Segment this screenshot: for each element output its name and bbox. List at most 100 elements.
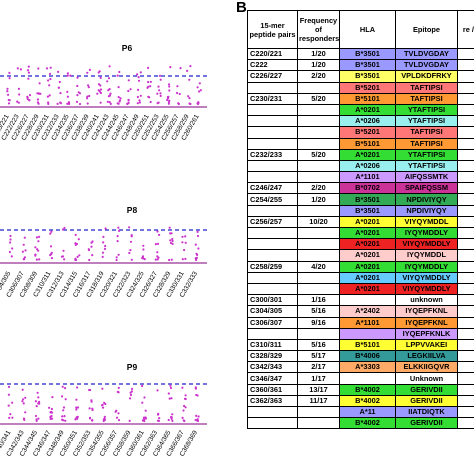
data-point [108,101,111,104]
data-point [22,402,25,405]
cell-epitope: NPDIVIYQY [395,193,458,206]
data-point [104,244,107,248]
data-point [96,92,99,95]
data-point [130,390,133,393]
data-point [156,230,159,233]
cell-extra [457,159,474,173]
table-row: C222 1/20 B*3501 TVLDVGDAY [247,59,474,72]
data-point [9,241,12,244]
data-point [7,393,10,396]
cell-frequency: 5/16 [297,338,340,352]
cell-extra [457,103,474,117]
data-point [50,230,53,233]
data-point [78,254,81,257]
data-point [99,76,102,79]
cell-peptide-pair: C246/247 [247,182,298,195]
data-point [17,101,20,104]
data-point [86,97,89,100]
cell-peptide-pair: C300/301 [247,294,298,307]
data-point [64,398,67,401]
table-row: C342/343 2/17 A*3303 ELKKIIGQVR [247,361,474,374]
data-point [37,396,40,399]
data-point [75,408,78,411]
cell-extra [457,193,474,206]
data-point [88,68,91,71]
data-point [21,400,24,403]
cell-extra [457,327,474,340]
data-point [104,227,107,230]
data-point [57,86,61,89]
table-row: A*0201 VIYQYMDDLY [247,238,474,251]
data-point [16,100,19,103]
cell-frequency [297,126,340,139]
cell-peptide-pair [247,204,298,217]
data-point [128,419,131,422]
data-point [63,387,67,390]
cell-epitope: TAFTIPSI [395,92,458,105]
data-point [129,249,132,252]
data-point [194,418,197,422]
cell-peptide-pair [247,126,298,139]
cell-hla: B*3501 [339,193,396,206]
cell-frequency [297,137,340,150]
cell-peptide-pair: C362/363 [247,394,298,408]
cell-peptide-pair [247,226,298,240]
cell-peptide-pair [247,81,298,94]
data-point [195,252,198,255]
data-point [116,390,119,393]
data-point [154,243,157,246]
cell-peptide-pair: C342/343 [247,361,298,374]
data-point [75,398,78,401]
cell-extra [457,294,474,307]
data-point [117,419,121,422]
data-point [149,100,152,104]
cell-extra [457,215,474,229]
header-epitope: Epitope [395,10,458,49]
data-point [63,258,66,261]
data-point [141,257,144,260]
cell-peptide-pair: C328/329 [247,350,298,363]
cell-epitope: IIATDIQTK [395,405,458,419]
cell-peptide-pair: C230/231 [247,92,298,105]
data-point [158,89,161,92]
cell-peptide-pair [247,417,298,430]
data-point [78,92,82,95]
cell-peptide-pair [247,137,298,150]
data-point [127,89,130,93]
panel-a-plots: P6C220/221C222/223C226/227C228/229C230/2… [0,43,207,458]
data-point [166,97,170,100]
data-point [144,409,147,412]
data-point [8,416,11,419]
data-point [63,226,66,230]
data-point [76,84,79,88]
data-point [49,415,52,419]
data-point [183,404,186,408]
data-point [23,256,26,259]
data-point [6,87,9,90]
data-point [179,67,182,70]
data-point [99,84,102,87]
cell-epitope: Unknown [395,372,458,385]
data-point [142,418,146,421]
cell-frequency [297,327,340,340]
data-point [102,241,105,244]
data-point [167,83,171,86]
cell-extra [457,238,474,251]
data-point [10,255,13,258]
data-point [115,416,119,419]
data-point [21,250,24,253]
panel-b-label: B [236,0,247,16]
data-point [77,238,80,241]
cell-epitope: TAFTIPSI [395,137,458,150]
data-point [22,258,25,261]
cell-peptide-pair: C310/311 [247,338,298,352]
cell-epitope: VIYQYMDDLY [395,282,458,296]
cell-epitope: IYQYMDDL [395,249,458,262]
cell-epitope: YTAFTIPSI [395,148,458,161]
cell-peptide-pair: C360/361 [247,383,298,396]
table-row: C232/233 5/20 A*0201 YTAFTIPSI [247,148,474,161]
cell-peptide-pair [247,405,298,419]
cell-hla: A*0201 [339,148,396,161]
cell-peptide-pair [247,159,298,173]
table-row: B*5201 TAFTIPSI [247,81,474,94]
